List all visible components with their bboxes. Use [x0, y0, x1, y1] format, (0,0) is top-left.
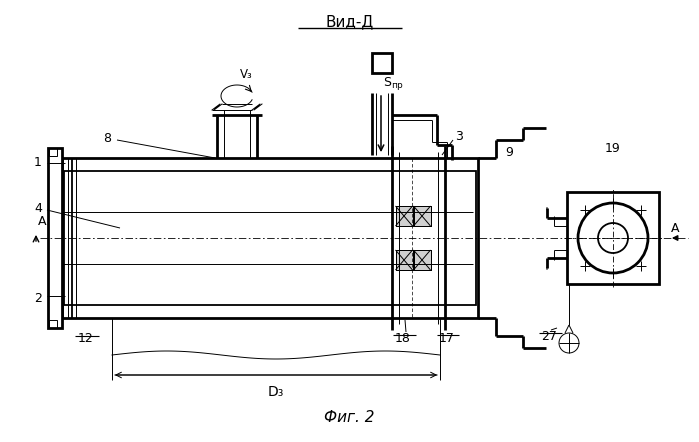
Text: 8: 8 [103, 132, 111, 145]
Bar [414, 250, 431, 270]
Text: пр: пр [391, 80, 403, 89]
Text: D₃: D₃ [268, 385, 284, 399]
Text: 19: 19 [605, 141, 621, 155]
Bar [372, 53, 392, 73]
Bar [48, 148, 62, 328]
Text: Вид-Д: Вид-Д [326, 15, 374, 30]
Text: 1: 1 [34, 156, 42, 168]
Text: 12: 12 [78, 332, 94, 345]
Bar [396, 250, 412, 270]
Bar [414, 206, 431, 226]
Text: A: A [38, 215, 47, 228]
Bar [62, 158, 478, 318]
Text: 9: 9 [505, 145, 513, 159]
Bar [396, 206, 412, 226]
Text: Фиг. 2: Фиг. 2 [324, 411, 374, 426]
Text: 27: 27 [541, 330, 557, 343]
Bar [414, 250, 431, 270]
Bar [396, 206, 412, 226]
Text: V₃: V₃ [240, 68, 253, 81]
Text: 2: 2 [34, 292, 42, 305]
Text: 4: 4 [34, 202, 42, 214]
Bar [414, 206, 431, 226]
Bar [64, 171, 476, 305]
Bar [49, 320, 57, 328]
Text: A: A [671, 222, 679, 235]
Text: 3: 3 [455, 130, 463, 144]
Bar [567, 192, 659, 284]
Bar [49, 148, 57, 156]
Text: 17: 17 [439, 332, 455, 345]
Text: S: S [383, 76, 391, 89]
Bar [396, 250, 412, 270]
Text: 18: 18 [395, 332, 411, 345]
